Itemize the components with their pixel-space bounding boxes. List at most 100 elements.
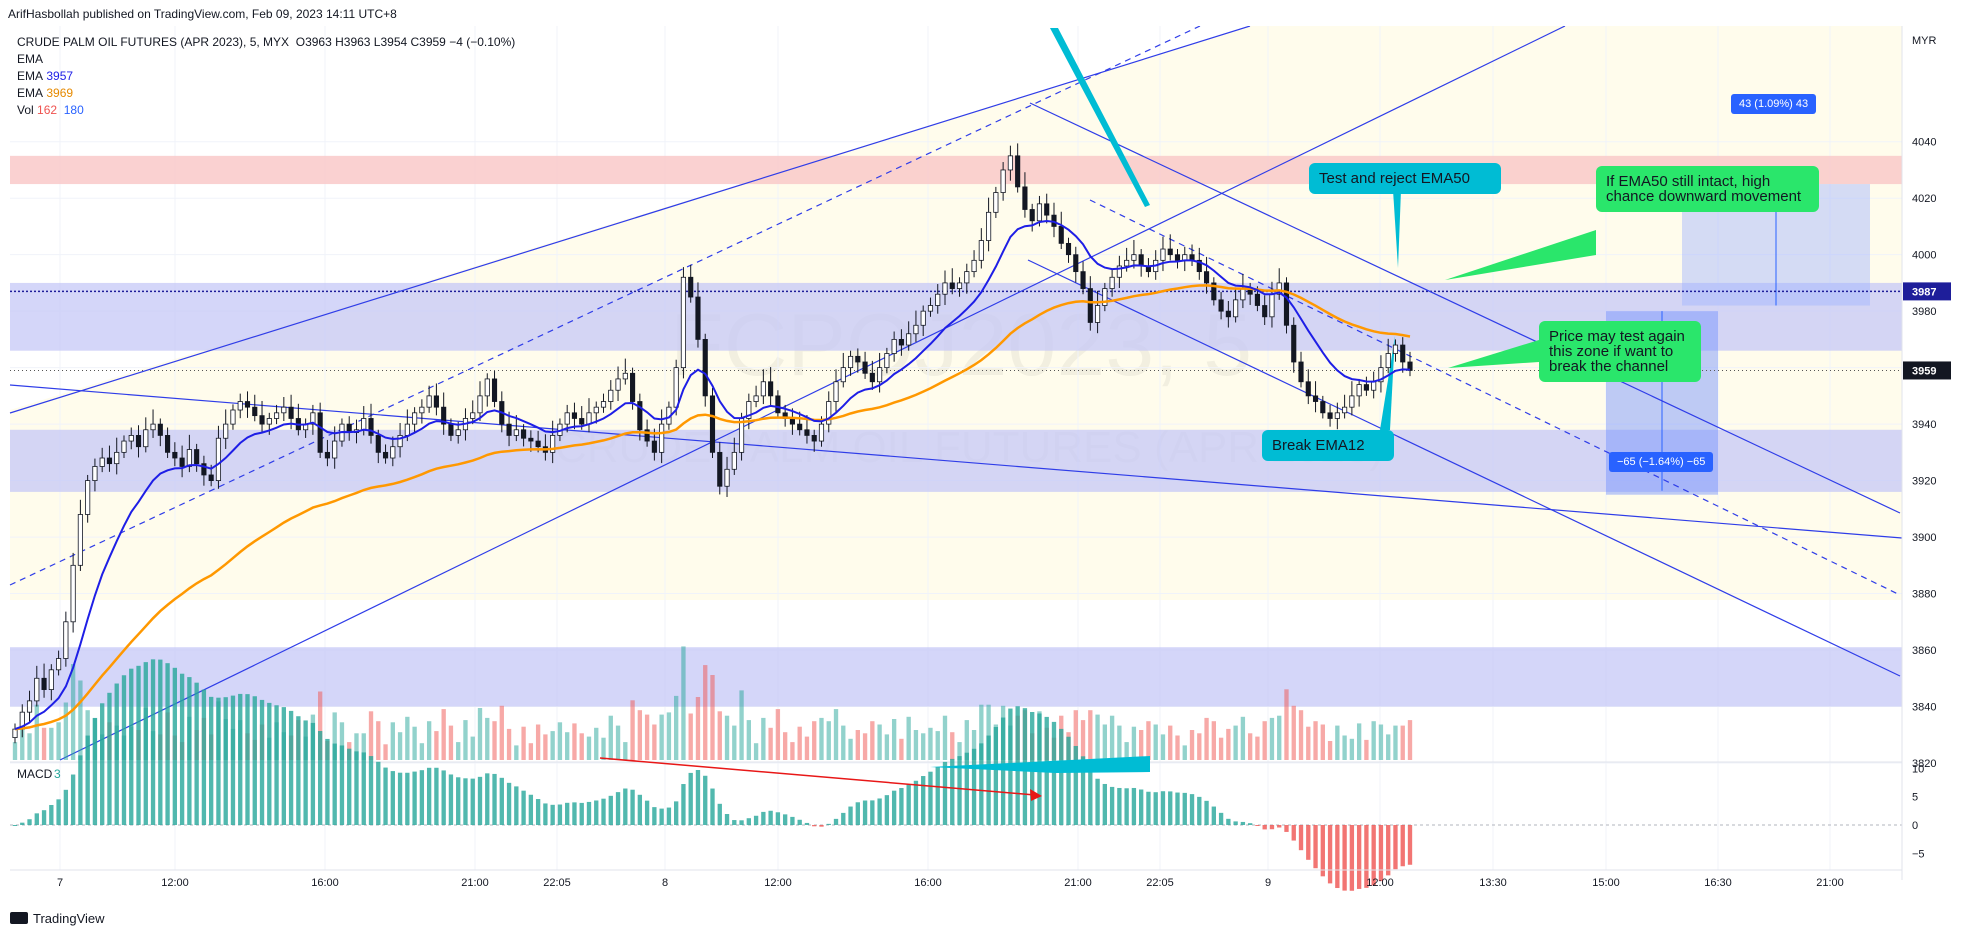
channel-line-1 bbox=[59, 26, 1566, 761]
volume-bar bbox=[1291, 705, 1296, 760]
macd-bar bbox=[216, 697, 221, 825]
macd-bar bbox=[1000, 717, 1006, 825]
volume-bar bbox=[317, 691, 323, 760]
macd-bar bbox=[456, 777, 461, 825]
candle-body bbox=[382, 451, 389, 459]
volume-bar bbox=[797, 726, 802, 760]
candle-body bbox=[898, 338, 904, 346]
tradingview-logo[interactable]: TradingView bbox=[10, 911, 105, 926]
y-tick-label: 3980 bbox=[1912, 306, 1936, 318]
volume-bar bbox=[942, 715, 948, 760]
volume-bar bbox=[470, 736, 475, 760]
candle-body bbox=[586, 412, 592, 425]
candle-body bbox=[1254, 293, 1260, 306]
candle-body bbox=[361, 418, 367, 431]
note-price-test-text: Price may test again this zone if want t… bbox=[1549, 328, 1685, 375]
candle-body bbox=[688, 276, 694, 298]
volume-bar bbox=[768, 727, 773, 760]
volume-bar bbox=[70, 664, 76, 760]
volume-bar bbox=[85, 710, 90, 760]
macd-bar bbox=[1146, 791, 1151, 825]
macd-bar bbox=[812, 825, 817, 827]
volume-bar bbox=[812, 721, 817, 760]
candle-body bbox=[1312, 395, 1319, 402]
macd-bar bbox=[703, 775, 708, 825]
x-tick-label: 12:00 bbox=[1366, 877, 1394, 889]
candle-body bbox=[324, 451, 330, 459]
volume-bar bbox=[1277, 715, 1282, 760]
volume-bar bbox=[979, 704, 984, 760]
note-price-test: Price may test again this zone if want t… bbox=[1539, 321, 1701, 382]
macd-bar bbox=[361, 752, 366, 825]
macd-bar bbox=[63, 789, 69, 825]
tradingview-logo-icon bbox=[10, 912, 28, 924]
volume-bar bbox=[710, 675, 715, 760]
macd-bar bbox=[1073, 745, 1078, 825]
macd-bar bbox=[572, 802, 577, 825]
legend-vol-label: Vol bbox=[17, 103, 34, 117]
candle-body bbox=[1334, 412, 1340, 419]
macd-bar bbox=[1320, 825, 1325, 877]
macd-bar bbox=[1102, 783, 1108, 825]
volume-bar bbox=[695, 697, 701, 760]
volume-bar bbox=[971, 730, 977, 760]
candle-body bbox=[288, 406, 294, 419]
candle-body bbox=[673, 367, 679, 408]
macd-bar bbox=[1211, 806, 1216, 825]
candle-body bbox=[1196, 259, 1202, 273]
macd-bar bbox=[1197, 796, 1202, 825]
pointer-break bbox=[1380, 336, 1395, 430]
candle-body bbox=[615, 378, 621, 391]
macd-bar bbox=[70, 774, 76, 825]
macd-bar bbox=[1342, 825, 1347, 891]
candle-body bbox=[244, 401, 251, 408]
macd-bar bbox=[165, 663, 170, 825]
candle-body bbox=[550, 435, 556, 453]
volume-bar bbox=[492, 721, 497, 760]
macd-bar bbox=[1298, 825, 1304, 851]
volume-bar bbox=[434, 731, 439, 760]
volume-bar bbox=[913, 730, 919, 760]
pointer-test bbox=[1393, 190, 1401, 268]
macd-bar bbox=[942, 761, 948, 825]
candle-body bbox=[266, 418, 272, 425]
x-tick-label: 8 bbox=[662, 877, 668, 889]
footer: TradingView bbox=[0, 905, 1962, 932]
candle-body bbox=[775, 395, 781, 414]
legend-ema50-label: EMA bbox=[17, 86, 44, 100]
volume-bar bbox=[964, 720, 969, 760]
macd-bar bbox=[1218, 812, 1224, 825]
macd-bar bbox=[1131, 787, 1137, 825]
x-tick-label: 15:00 bbox=[1592, 877, 1620, 889]
volume-bar bbox=[790, 742, 795, 760]
candle-body bbox=[1211, 282, 1217, 301]
note-ema50-intact-text: If EMA50 still intact, high chance downw… bbox=[1606, 173, 1802, 205]
candle-body bbox=[680, 276, 687, 369]
candle-body bbox=[375, 435, 381, 453]
macd-bar bbox=[339, 745, 345, 825]
candle-body bbox=[1073, 254, 1079, 273]
candle-body bbox=[1022, 186, 1028, 210]
candle-body bbox=[1109, 276, 1115, 289]
candle-body bbox=[404, 423, 410, 436]
candle-body bbox=[1036, 203, 1043, 222]
candle-body bbox=[651, 440, 657, 453]
macd-bar bbox=[92, 718, 98, 825]
volume-bar bbox=[921, 733, 926, 760]
candle-body bbox=[491, 378, 498, 402]
volume-bar bbox=[339, 722, 345, 760]
macd-bar bbox=[1124, 788, 1129, 825]
candle-body bbox=[85, 480, 91, 515]
candle-body bbox=[1378, 367, 1384, 383]
volume-bar bbox=[1262, 721, 1267, 760]
macd-bar bbox=[441, 770, 446, 825]
volume-bar bbox=[935, 731, 940, 760]
candle-body bbox=[70, 564, 76, 623]
macd-bar bbox=[78, 755, 83, 825]
candle-body bbox=[237, 401, 243, 411]
macd-bar bbox=[1168, 791, 1173, 825]
candle-body bbox=[869, 372, 875, 383]
macd-bar bbox=[666, 807, 672, 825]
volume-bar bbox=[659, 714, 664, 760]
candle-body bbox=[1291, 324, 1297, 363]
